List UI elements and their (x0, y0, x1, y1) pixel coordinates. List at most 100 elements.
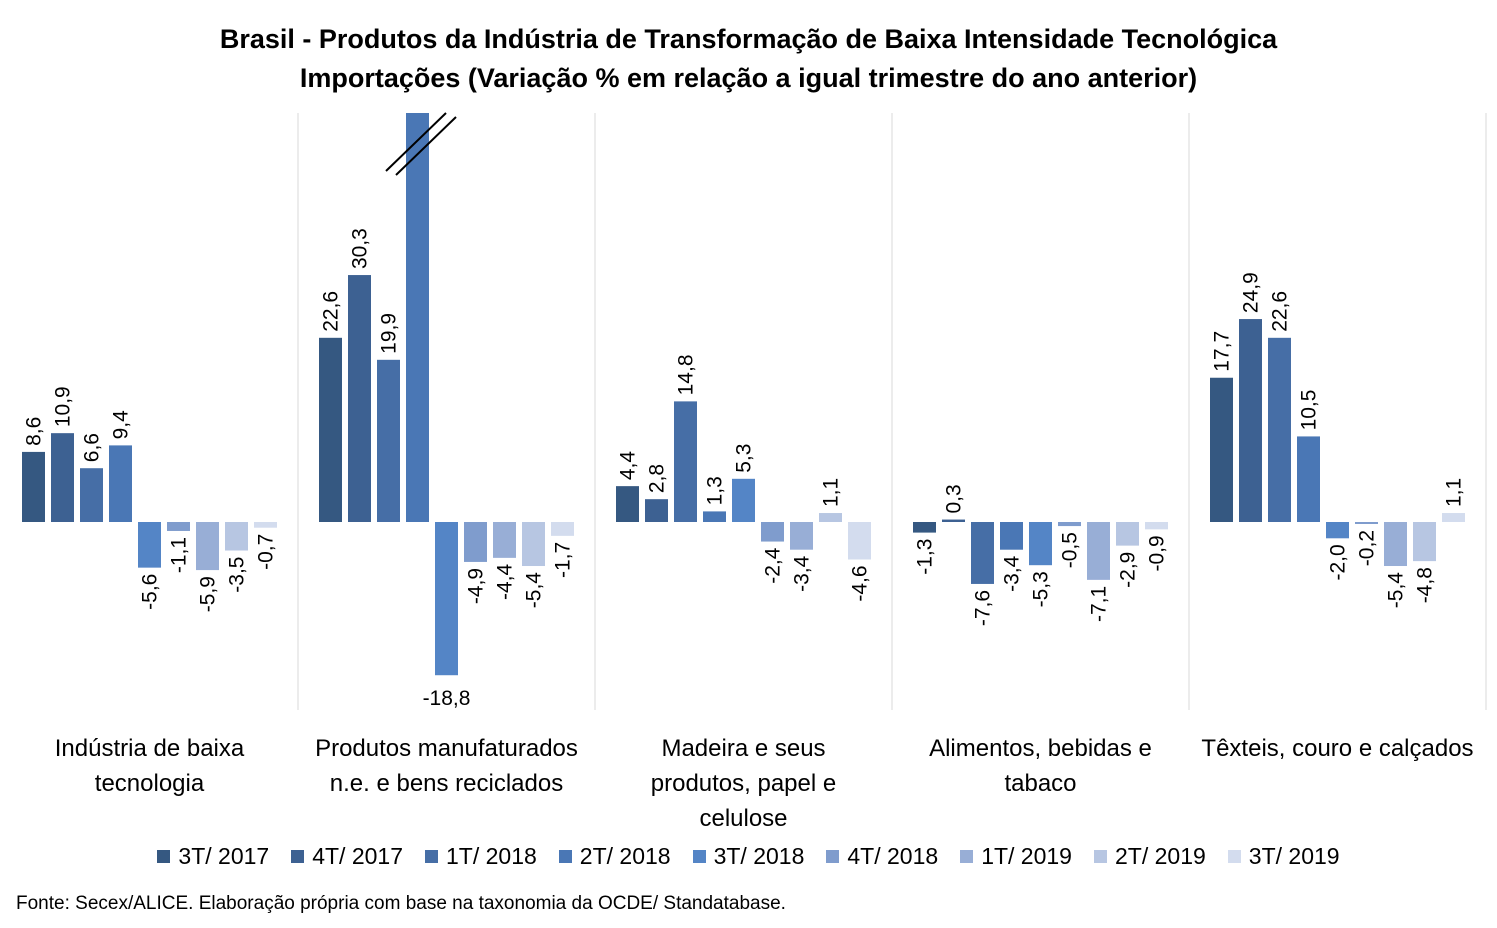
bar-2-3 (377, 359, 400, 522)
data-label: -0,2 (1356, 530, 1379, 566)
data-label: 9,4 (110, 410, 133, 440)
data-label: -18,8 (423, 687, 471, 710)
bar-4-1 (913, 522, 936, 533)
legend-item: 3T/ 2018 (692, 843, 805, 870)
data-label: -0,5 (1059, 532, 1082, 568)
legend-swatch (291, 850, 305, 863)
bar-1-1 (22, 451, 45, 522)
source-note: Fonte: Secex/ALICE. Elaboração própria c… (16, 893, 786, 914)
bar-1-9 (254, 522, 277, 528)
legend-item: 4T/ 2018 (826, 843, 938, 870)
bar-2-8 (522, 522, 545, 567)
data-label: 1,1 (1443, 478, 1466, 507)
legend-item: 1T/ 2019 (960, 843, 1072, 870)
data-label: -5,3 (1030, 571, 1053, 607)
bar-3-6 (761, 522, 784, 542)
data-label: -2,4 (762, 547, 785, 584)
bar-1-8 (225, 522, 248, 551)
bar-5-7 (1384, 522, 1407, 567)
data-label: 24,9 (1240, 272, 1263, 313)
data-label: -4,8 (1414, 567, 1437, 603)
data-label: -0,9 (1146, 535, 1169, 571)
category-label: tabaco (1004, 770, 1076, 797)
legend-label: 3T/ 2018 (713, 843, 805, 869)
bar-1-6 (167, 522, 190, 531)
bar-3-1 (616, 486, 639, 522)
bar-5-1 (1210, 377, 1233, 522)
data-label: 14,8 (675, 355, 698, 396)
bar-5-8 (1413, 522, 1436, 562)
data-label: 6,6 (81, 433, 104, 462)
data-label: 1,3 (704, 476, 727, 505)
legend-label: 2T/ 2019 (1114, 843, 1206, 869)
bar-3-9 (848, 522, 871, 560)
category-label: produtos, papel e (651, 770, 836, 797)
bar-3-4 (703, 511, 726, 522)
data-label: 22,6 (320, 291, 343, 332)
data-label: -5,6 (139, 574, 162, 610)
bar-3-7 (790, 522, 813, 550)
category-label: celulose (699, 805, 787, 832)
category-label: Madeira e seus (661, 735, 825, 762)
data-label: -1,1 (168, 537, 191, 573)
category-label: n.e. e bens reciclados (330, 770, 563, 797)
bar-1-4 (109, 445, 132, 522)
data-label: 22,6 (1269, 291, 1292, 332)
bar-5-9 (1442, 513, 1465, 522)
bar-4-8 (1116, 522, 1139, 546)
bar-3-8 (819, 513, 842, 522)
bar-4-5 (1029, 522, 1052, 566)
data-label: 30,3 (349, 228, 372, 269)
category-label: Têxteis, couro e calçados (1201, 735, 1473, 762)
bar-4-7 (1087, 522, 1110, 580)
data-label: 8,6 (23, 417, 46, 446)
data-label: -7,1 (1088, 586, 1111, 622)
data-label: -4,9 (465, 568, 488, 604)
data-label: -0,7 (255, 534, 278, 570)
bar-2-1 (319, 337, 342, 522)
data-label: 10,9 (52, 386, 75, 427)
bar-4-6 (1058, 522, 1081, 527)
axis-break-mark (395, 116, 457, 176)
bar-3-3 (674, 401, 697, 522)
bar-1-7 (196, 522, 219, 571)
bar-3-5 (732, 478, 755, 522)
legend-swatch (1227, 850, 1241, 863)
data-label: -1,3 (914, 539, 937, 575)
data-label: 17,7 (1211, 331, 1234, 372)
bar-5-5 (1326, 522, 1349, 539)
data-label: 2,8 (646, 464, 669, 493)
data-label: -5,9 (197, 576, 220, 612)
bar-5-4 (1297, 436, 1320, 522)
data-label: 5,3 (733, 444, 756, 473)
bar-1-5 (138, 522, 161, 568)
data-label: 10,5 (1298, 390, 1321, 431)
data-label: -3,4 (791, 555, 814, 592)
legend-swatch (157, 850, 171, 863)
bar-3-2 (645, 499, 668, 522)
legend-label: 3T/ 2017 (178, 843, 270, 869)
legend-item: 2T/ 2019 (1093, 843, 1206, 870)
data-label: -7,6 (972, 590, 995, 626)
bar-5-3 (1268, 337, 1291, 522)
axis-break-mark (385, 112, 447, 172)
bar-4-3 (971, 522, 994, 584)
legend-item: 1T/ 2018 (425, 843, 537, 870)
category-label: Indústria de baixa (55, 735, 245, 762)
data-label: 0,3 (943, 484, 966, 513)
legend-label: 1T/ 2018 (446, 843, 537, 869)
bar-4-9 (1145, 522, 1168, 530)
legend-item: 3T/ 2017 (157, 843, 269, 870)
bar-4-2 (942, 519, 965, 522)
data-label: -3,4 (1001, 555, 1024, 592)
bar-1-3 (80, 468, 103, 522)
chart-title: Brasil - Produtos da Indústria de Transf… (219, 24, 1278, 54)
category-label: Produtos manufaturados (315, 735, 578, 762)
legend-item: 3T/ 2019 (1227, 843, 1340, 870)
bar-2-5 (435, 522, 458, 676)
legend-swatch (1093, 850, 1107, 863)
data-label: -5,4 (523, 572, 546, 609)
category-label: tecnologia (95, 770, 205, 797)
legend-label: 4T/ 2017 (312, 843, 403, 869)
